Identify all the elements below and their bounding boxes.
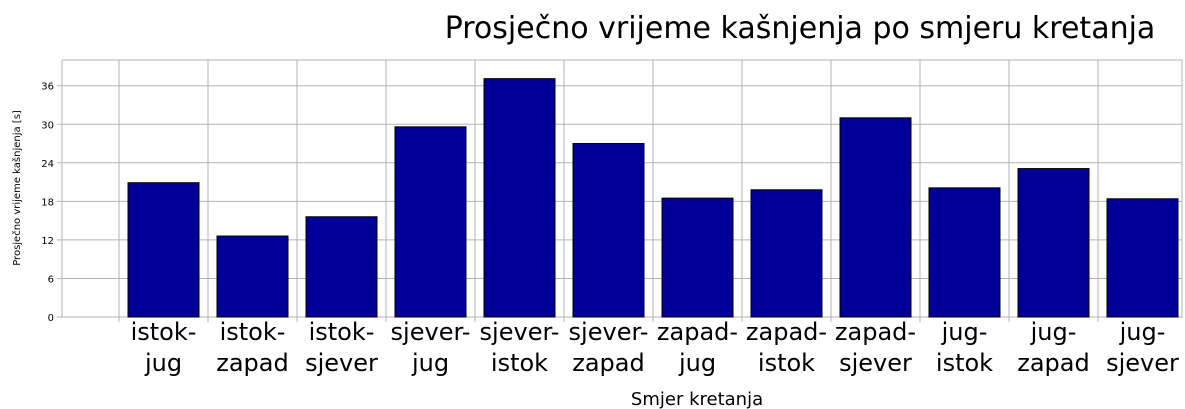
y-axis-label: Prosječno vrijeme kašnjenja [s] [11,110,23,266]
y-tick-label: 0 [48,313,54,324]
x-tick-label: zapad-jug [657,318,738,377]
bar [928,187,1001,318]
bar [216,235,289,318]
x-tick-label: istok-sjever [305,318,378,377]
y-tick-label: 12 [41,236,54,247]
bar [1106,198,1179,318]
x-tick-label: istok-zapad [216,318,288,377]
bar [661,197,734,318]
bar [394,126,467,318]
y-tick-label: 24 [41,159,54,170]
bar [1017,168,1090,318]
x-axis-label: Smjer kretanja [631,389,763,409]
y-tick-label: 36 [41,82,54,93]
bar [750,189,823,318]
x-tick-label: sjever-zapad [569,318,649,377]
bar [483,78,556,318]
x-tick-label: zapad-sjever [835,318,916,377]
y-tick-label: 6 [48,274,54,285]
x-tick-label: istok-jug [131,318,197,377]
chart-title: Prosječno vrijeme kašnjenja po smjeru kr… [445,11,1156,46]
x-tick-label: jug-zapad [1017,318,1089,377]
x-tick-label: jug-sjever [1106,318,1179,377]
bar [572,143,645,318]
x-tick-label: sjever-jug [391,318,471,377]
x-tick-label: sjever-istok [480,318,560,377]
x-tick-label: zapad-istok [746,318,827,377]
bar [305,216,378,318]
bar [127,182,200,318]
bar [839,117,912,318]
y-tick-label: 18 [41,197,54,208]
x-tick-label: jug-istok [936,318,993,377]
y-tick-label: 30 [41,120,54,131]
